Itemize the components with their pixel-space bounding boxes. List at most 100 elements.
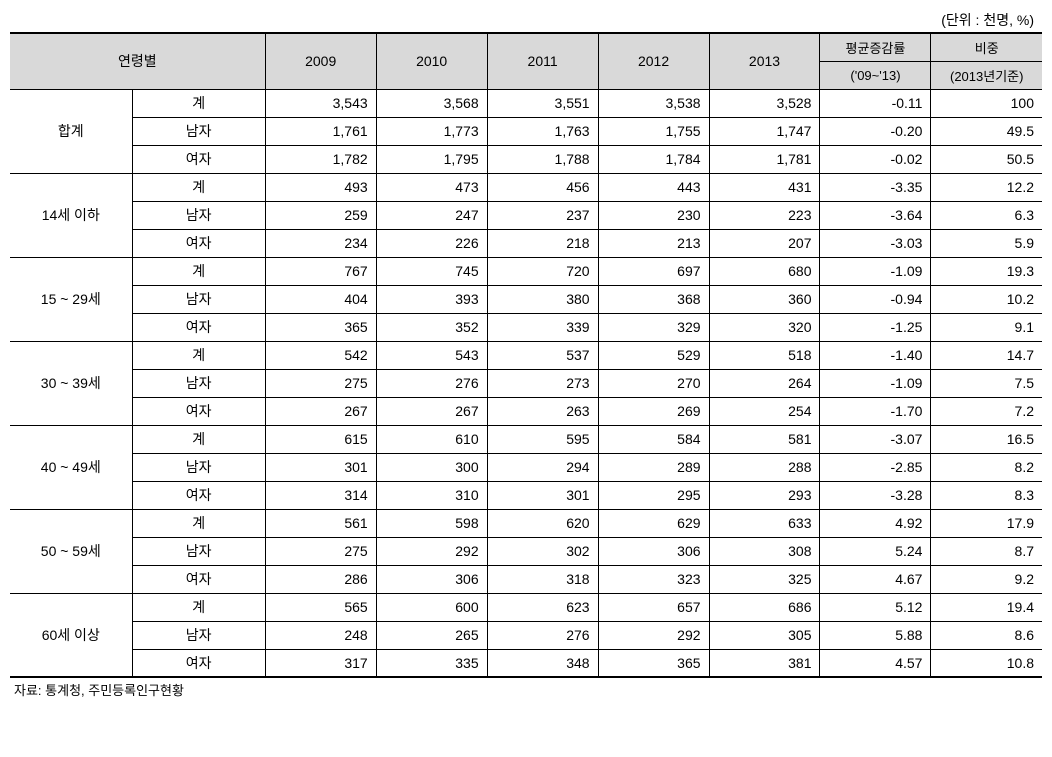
data-cell: -1.25 bbox=[820, 313, 931, 341]
data-cell: 288 bbox=[709, 453, 820, 481]
data-cell: 629 bbox=[598, 509, 709, 537]
data-cell: 1,782 bbox=[265, 145, 376, 173]
data-cell: 308 bbox=[709, 537, 820, 565]
header-year-2013: 2013 bbox=[709, 33, 820, 89]
data-cell: 230 bbox=[598, 201, 709, 229]
data-cell: 518 bbox=[709, 341, 820, 369]
data-cell: 9.1 bbox=[931, 313, 1042, 341]
header-row: 연령별 2009 2010 2011 2012 2013 평균증감률 비중 bbox=[10, 33, 1042, 61]
data-cell: 1,763 bbox=[487, 117, 598, 145]
data-cell: 581 bbox=[709, 425, 820, 453]
data-cell: 294 bbox=[487, 453, 598, 481]
data-cell: 267 bbox=[265, 397, 376, 425]
table-row: 남자275276273270264-1.097.5 bbox=[10, 369, 1042, 397]
data-cell: 300 bbox=[376, 453, 487, 481]
gender-cell: 계 bbox=[132, 257, 265, 285]
header-year-2009: 2009 bbox=[265, 33, 376, 89]
data-cell: 3,568 bbox=[376, 89, 487, 117]
gender-cell: 계 bbox=[132, 341, 265, 369]
data-cell: 8.7 bbox=[931, 537, 1042, 565]
table-row: 여자267267263269254-1.707.2 bbox=[10, 397, 1042, 425]
data-cell: 218 bbox=[487, 229, 598, 257]
data-cell: 275 bbox=[265, 537, 376, 565]
data-cell: -0.11 bbox=[820, 89, 931, 117]
data-cell: -3.03 bbox=[820, 229, 931, 257]
gender-cell: 여자 bbox=[132, 145, 265, 173]
gender-cell: 계 bbox=[132, 509, 265, 537]
table-row: 남자301300294289288-2.858.2 bbox=[10, 453, 1042, 481]
data-cell: 5.88 bbox=[820, 621, 931, 649]
data-cell: 456 bbox=[487, 173, 598, 201]
data-cell: 264 bbox=[709, 369, 820, 397]
header-avg-rate: 평균증감률 bbox=[820, 33, 931, 61]
data-cell: 5.12 bbox=[820, 593, 931, 621]
data-cell: 12.2 bbox=[931, 173, 1042, 201]
data-cell: 276 bbox=[376, 369, 487, 397]
age-group-cell: 14세 이하 bbox=[10, 173, 132, 257]
table-row: 30 ~ 39세계542543537529518-1.4014.7 bbox=[10, 341, 1042, 369]
data-cell: -1.70 bbox=[820, 397, 931, 425]
data-cell: 320 bbox=[709, 313, 820, 341]
data-cell: 1,747 bbox=[709, 117, 820, 145]
data-cell: 493 bbox=[265, 173, 376, 201]
data-cell: 600 bbox=[376, 593, 487, 621]
data-cell: 213 bbox=[598, 229, 709, 257]
data-cell: 292 bbox=[376, 537, 487, 565]
data-cell: 380 bbox=[487, 285, 598, 313]
data-cell: -0.02 bbox=[820, 145, 931, 173]
data-cell: 4.67 bbox=[820, 565, 931, 593]
data-cell: 286 bbox=[265, 565, 376, 593]
data-cell: 404 bbox=[265, 285, 376, 313]
data-cell: 317 bbox=[265, 649, 376, 677]
data-cell: 289 bbox=[598, 453, 709, 481]
data-cell: 610 bbox=[376, 425, 487, 453]
age-group-cell: 50 ~ 59세 bbox=[10, 509, 132, 593]
table-row: 60세 이상계5656006236576865.1219.4 bbox=[10, 593, 1042, 621]
data-cell: 720 bbox=[487, 257, 598, 285]
data-cell: 10.2 bbox=[931, 285, 1042, 313]
data-cell: 339 bbox=[487, 313, 598, 341]
table-row: 남자259247237230223-3.646.3 bbox=[10, 201, 1042, 229]
data-cell: 223 bbox=[709, 201, 820, 229]
header-ratio: 비중 bbox=[931, 33, 1042, 61]
data-cell: -1.09 bbox=[820, 369, 931, 397]
header-year-2010: 2010 bbox=[376, 33, 487, 89]
gender-cell: 계 bbox=[132, 425, 265, 453]
data-cell: 4.92 bbox=[820, 509, 931, 537]
table-body: 합계계3,5433,5683,5513,5383,528-0.11100남자1,… bbox=[10, 89, 1042, 677]
data-cell: 5.9 bbox=[931, 229, 1042, 257]
data-cell: 254 bbox=[709, 397, 820, 425]
data-cell: 276 bbox=[487, 621, 598, 649]
data-table: 연령별 2009 2010 2011 2012 2013 평균증감률 비중 ('… bbox=[10, 32, 1042, 678]
data-cell: 352 bbox=[376, 313, 487, 341]
data-cell: 365 bbox=[598, 649, 709, 677]
data-cell: 473 bbox=[376, 173, 487, 201]
data-cell: 269 bbox=[598, 397, 709, 425]
header-ratio-sub: (2013년기준) bbox=[931, 61, 1042, 89]
data-cell: 8.2 bbox=[931, 453, 1042, 481]
data-cell: -0.20 bbox=[820, 117, 931, 145]
data-cell: 561 bbox=[265, 509, 376, 537]
gender-cell: 남자 bbox=[132, 369, 265, 397]
data-cell: 314 bbox=[265, 481, 376, 509]
gender-cell: 남자 bbox=[132, 621, 265, 649]
data-cell: 14.7 bbox=[931, 341, 1042, 369]
gender-cell: 남자 bbox=[132, 285, 265, 313]
data-cell: 293 bbox=[709, 481, 820, 509]
data-cell: 680 bbox=[709, 257, 820, 285]
gender-cell: 계 bbox=[132, 593, 265, 621]
table-row: 여자1,7821,7951,7881,7841,781-0.0250.5 bbox=[10, 145, 1042, 173]
header-year-2011: 2011 bbox=[487, 33, 598, 89]
table-row: 합계계3,5433,5683,5513,5383,528-0.11100 bbox=[10, 89, 1042, 117]
table-row: 남자2482652762923055.888.6 bbox=[10, 621, 1042, 649]
table-row: 남자2752923023063085.248.7 bbox=[10, 537, 1042, 565]
data-cell: 17.9 bbox=[931, 509, 1042, 537]
data-cell: 1,781 bbox=[709, 145, 820, 173]
data-cell: 295 bbox=[598, 481, 709, 509]
gender-cell: 남자 bbox=[132, 117, 265, 145]
data-cell: 431 bbox=[709, 173, 820, 201]
data-cell: 8.6 bbox=[931, 621, 1042, 649]
data-cell: 3,538 bbox=[598, 89, 709, 117]
data-cell: 16.5 bbox=[931, 425, 1042, 453]
data-cell: 335 bbox=[376, 649, 487, 677]
